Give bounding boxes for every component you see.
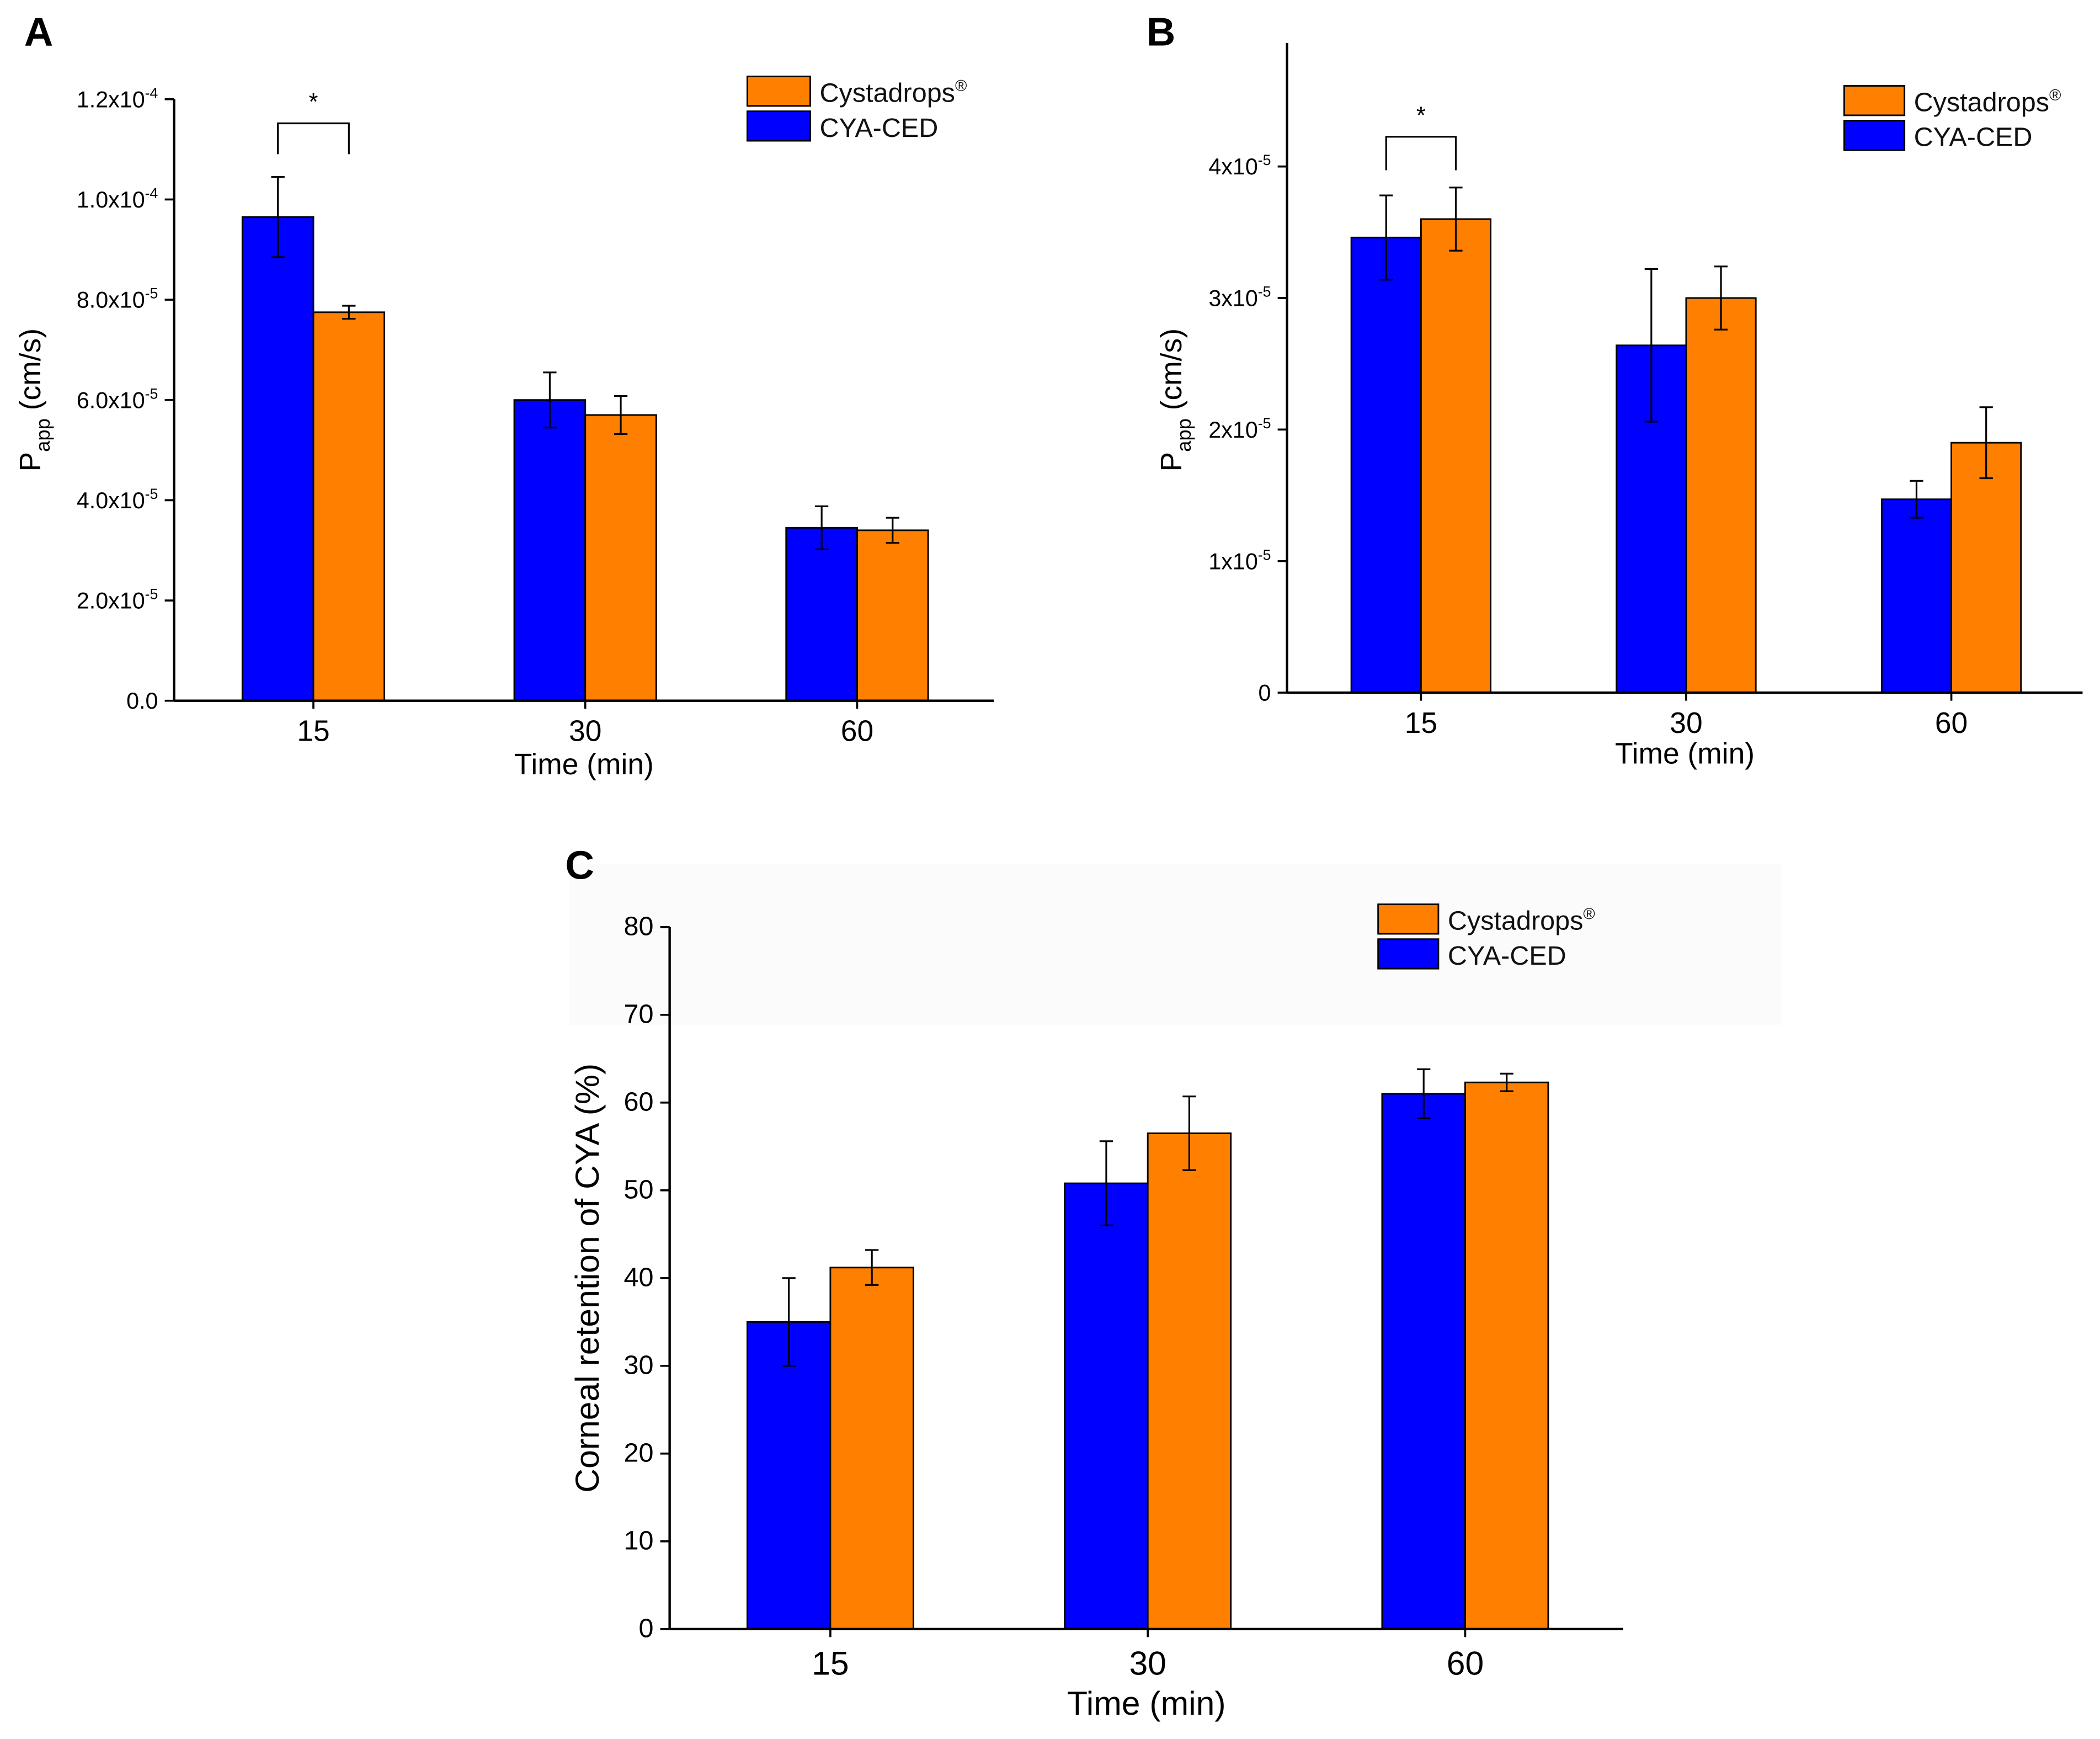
legend-swatch-cya-ced	[746, 110, 811, 142]
y-tick-label: 50	[624, 1174, 654, 1204]
error-bar	[1500, 1072, 1513, 1092]
significance-marker: *	[1416, 102, 1426, 129]
bar-cya-ced-60	[1381, 1093, 1466, 1630]
x-tick-label: 30	[1129, 1644, 1166, 1682]
error-bar	[271, 176, 285, 258]
legend-label-cystadrops: Cystadrops®	[820, 77, 967, 108]
error-bar	[342, 305, 356, 320]
error-bar	[1714, 265, 1728, 331]
bar-cya-ced-30	[513, 399, 587, 702]
y-tick-label: 0	[1259, 680, 1271, 706]
legend-label-cystadrops: Cystadrops®	[1914, 87, 2061, 117]
bar-cya-ced-15	[1350, 236, 1422, 694]
chart-panel-b: B 0 1x10-5 2x10-5 3x10-5 4x10-5 15 30 60 Time (mi…	[1147, 10, 2083, 770]
y-tick-label: 4.0x10-5	[77, 486, 158, 513]
y-tick-label: 2.0x10-5	[77, 586, 158, 614]
bar-cystadrops-15	[1420, 218, 1492, 694]
y-tick-label: 6.0x10-5	[77, 385, 158, 413]
panel-label: B	[1147, 10, 1176, 55]
y-tick-label: 8.0x10-5	[77, 285, 158, 313]
y-tick-label: 20	[624, 1438, 654, 1467]
x-axis-label: Time (min)	[1615, 738, 1755, 770]
y-tick-label: 2x10-5	[1208, 415, 1271, 443]
y-tick-label: 0.0	[126, 688, 158, 714]
y-tick-label: 3x10-5	[1208, 284, 1271, 311]
error-bar	[1379, 194, 1393, 281]
bar-cystadrops-30	[1147, 1132, 1232, 1630]
y-axis-label: Papp (cm/s)	[14, 328, 54, 471]
y-tick-label: 30	[624, 1350, 654, 1380]
bar-cystadrops-30	[584, 414, 657, 702]
error-bar	[815, 505, 829, 550]
legend-label-cya-ced: CYA-CED	[1914, 123, 2033, 152]
error-bar	[1182, 1095, 1196, 1171]
x-axis-label: Time (min)	[1067, 1684, 1226, 1722]
y-tick-label: 0	[639, 1613, 654, 1643]
bar-cystadrops-60	[1464, 1081, 1549, 1630]
error-bar	[782, 1277, 796, 1367]
legend-swatch-cystadrops	[1377, 903, 1440, 935]
bar-cya-ced-15	[241, 216, 315, 702]
y-axis-label: Papp (cm/s)	[1155, 328, 1195, 471]
x-tick-label: 15	[1405, 707, 1437, 740]
error-bar	[886, 517, 899, 544]
x-tick-label: 60	[841, 715, 873, 747]
y-tick-label: 60	[624, 1087, 654, 1116]
y-tick-label: 1.2x10-4	[77, 84, 158, 112]
y-tick-label: 70	[624, 999, 654, 1029]
x-tick-label: 30	[569, 715, 601, 747]
x-axis-label: Time (min)	[514, 748, 654, 781]
error-bar	[865, 1249, 879, 1286]
error-bar	[1099, 1140, 1113, 1227]
y-axis-label: Corneal retention of CYA (%)	[568, 1063, 606, 1493]
bar-cystadrops-30	[1685, 297, 1757, 694]
legend-label-cystadrops: Cystadrops®	[1448, 905, 1595, 935]
error-bar	[1644, 268, 1658, 423]
bar-cya-ced-30	[1064, 1182, 1149, 1630]
bar-cystadrops-60	[856, 529, 929, 702]
significance-marker: *	[308, 88, 318, 115]
panel-c-background	[569, 864, 1782, 1025]
bar-cya-ced-60	[1880, 498, 1953, 694]
panel-label: A	[24, 10, 54, 55]
x-tick-label: 15	[812, 1644, 849, 1682]
chart-panel-c: C 0 10 20 30 40 50 60 70 80 15 30 60 Time (min) Cornea…	[565, 843, 1623, 1722]
x-tick-label: 60	[1935, 707, 1968, 740]
y-tick-label: 80	[624, 911, 654, 941]
bar-cystadrops-60	[1950, 442, 2022, 694]
chart-panel-a: A 0.0 2.0x10-5 4.0x10-5 6.0x10-5 8.0x10-5 1.0x…	[14, 10, 994, 781]
error-bar	[543, 371, 557, 429]
error-bar	[1449, 187, 1463, 252]
legend-swatch-cya-ced	[1843, 120, 1906, 151]
error-bar	[614, 395, 628, 435]
error-bar	[1910, 480, 1923, 519]
significance-bracket	[277, 122, 350, 155]
bar-cya-ced-60	[785, 527, 858, 702]
error-bar	[1979, 406, 1993, 480]
y-tick-label: 4x10-5	[1208, 152, 1271, 179]
y-tick-label: 1x10-5	[1208, 546, 1271, 574]
x-tick-label: 15	[297, 715, 329, 747]
y-tick-label: 10	[624, 1525, 654, 1555]
panel-label: C	[565, 843, 594, 887]
legend-swatch-cystadrops	[1843, 85, 1906, 116]
legend-label-cya-ced: CYA-CED	[820, 113, 939, 143]
legend-swatch-cya-ced	[1377, 938, 1440, 970]
y-tick-label: 40	[624, 1262, 654, 1292]
legend-label-cya-ced: CYA-CED	[1448, 941, 1566, 971]
x-tick-label: 60	[1447, 1644, 1484, 1682]
bar-cystadrops-15	[312, 311, 386, 702]
y-tick-label: 1.0x10-4	[77, 185, 158, 212]
bar-cystadrops-15	[829, 1267, 914, 1630]
error-bar	[1417, 1068, 1431, 1120]
legend-swatch-cystadrops	[746, 76, 811, 107]
significance-bracket	[1385, 136, 1457, 171]
x-tick-label: 30	[1670, 707, 1702, 740]
bar-cya-ced-15	[746, 1321, 832, 1630]
